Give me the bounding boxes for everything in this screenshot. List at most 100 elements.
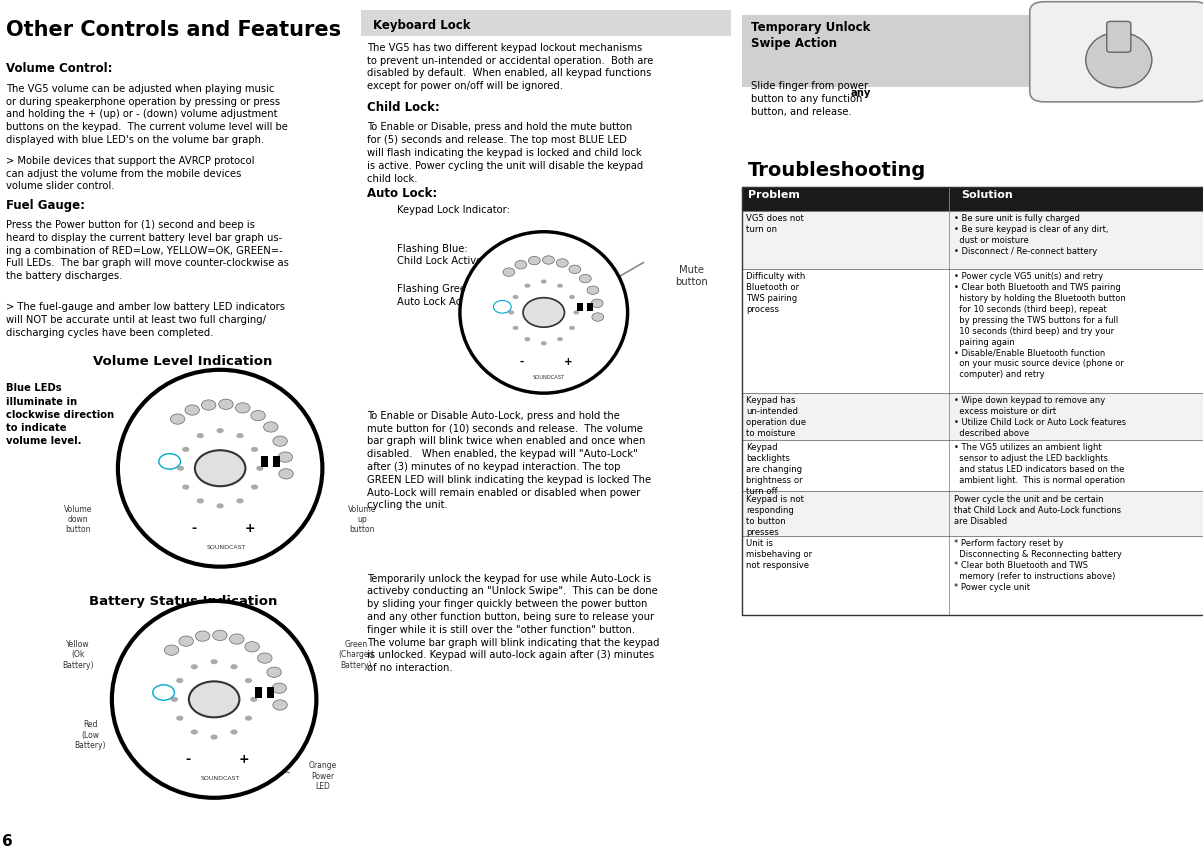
- FancyBboxPatch shape: [1030, 2, 1203, 102]
- Circle shape: [250, 697, 257, 702]
- Text: * Perform factory reset by
  Disconnecting & Reconnecting battery
* Clear both B: * Perform factory reset by Disconnecting…: [954, 539, 1122, 591]
- Circle shape: [493, 300, 511, 313]
- Text: Volume Level Indication: Volume Level Indication: [93, 355, 273, 368]
- Text: -: -: [520, 357, 525, 366]
- Text: Battery Status Indication: Battery Status Indication: [89, 595, 277, 608]
- Text: Other Controls and Features: Other Controls and Features: [6, 20, 342, 39]
- FancyBboxPatch shape: [742, 491, 1203, 536]
- Circle shape: [272, 683, 286, 693]
- Text: Slide finger from power
button to any function
button, and release.: Slide finger from power button to any fu…: [751, 81, 867, 117]
- Circle shape: [230, 729, 237, 734]
- Circle shape: [182, 484, 189, 490]
- Circle shape: [176, 678, 183, 683]
- Text: Power cycle the unit and be certain
that Child Lock and Auto-Lock functions
are : Power cycle the unit and be certain that…: [954, 495, 1121, 526]
- Ellipse shape: [112, 601, 316, 798]
- FancyBboxPatch shape: [742, 211, 1203, 269]
- Text: SOUNDCAST: SOUNDCAST: [533, 375, 564, 380]
- FancyBboxPatch shape: [742, 269, 1203, 393]
- Circle shape: [236, 433, 244, 438]
- Circle shape: [574, 311, 580, 314]
- Circle shape: [195, 631, 209, 641]
- Circle shape: [189, 681, 239, 717]
- Ellipse shape: [1085, 32, 1152, 88]
- Circle shape: [217, 503, 224, 508]
- Circle shape: [525, 283, 531, 288]
- Text: To Enable or Disable Auto-Lock, press and hold the
mute button for (10) seconds : To Enable or Disable Auto-Lock, press an…: [367, 411, 651, 510]
- Text: > Mobile devices that support the AVRCP protocol
can adjust the volume from the : > Mobile devices that support the AVRCP …: [6, 156, 255, 192]
- Circle shape: [197, 433, 205, 438]
- Text: SOUNDCAST: SOUNDCAST: [201, 776, 239, 782]
- Circle shape: [176, 716, 183, 721]
- Text: Press the Power button for (1) second and beep is
heard to display the current b: Press the Power button for (1) second an…: [6, 220, 289, 281]
- Text: -: -: [185, 752, 190, 766]
- Text: Keypad Lock Indicator:: Keypad Lock Indicator:: [397, 205, 510, 216]
- Text: • Power cycle VG5 unit(s) and retry
• Clear both Bluetooth and TWS pairing
  his: • Power cycle VG5 unit(s) and retry • Cl…: [954, 272, 1126, 379]
- Text: Volume Control:: Volume Control:: [6, 62, 113, 75]
- Text: Child Lock:: Child Lock:: [367, 101, 439, 114]
- Circle shape: [541, 342, 546, 346]
- Text: Keypad
backlights
are changing
brightness or
turn off: Keypad backlights are changing brightnes…: [746, 443, 802, 496]
- Text: Flashing Green:
Auto Lock Active: Flashing Green: Auto Lock Active: [397, 284, 480, 306]
- Circle shape: [251, 411, 266, 421]
- Text: Troubleshooting: Troubleshooting: [748, 161, 926, 180]
- Circle shape: [219, 399, 233, 409]
- Text: The VG5 has two different keypad lockout mechanisms
to prevent un-intended or ac: The VG5 has two different keypad lockout…: [367, 43, 653, 92]
- Circle shape: [541, 279, 546, 283]
- Text: Temporary Unlock
Swipe Action: Temporary Unlock Swipe Action: [751, 21, 870, 50]
- Circle shape: [278, 452, 292, 462]
- Text: Yellow
(Ok
Battery): Yellow (Ok Battery): [63, 640, 94, 669]
- Text: Green
(Charged
Battery): Green (Charged Battery): [338, 640, 374, 669]
- Text: +: +: [245, 521, 255, 535]
- FancyBboxPatch shape: [1107, 21, 1131, 52]
- Circle shape: [190, 664, 197, 669]
- Circle shape: [523, 298, 564, 327]
- Circle shape: [195, 450, 245, 486]
- Text: 6: 6: [2, 834, 13, 849]
- Bar: [261, 456, 268, 467]
- Circle shape: [508, 311, 514, 314]
- Circle shape: [196, 498, 203, 503]
- Text: +: +: [239, 752, 249, 766]
- Circle shape: [251, 447, 259, 452]
- Text: • The VG5 utilizes an ambient light
  sensor to adjust the LED backlights
  and : • The VG5 utilizes an ambient light sens…: [954, 443, 1125, 485]
- Circle shape: [213, 630, 227, 640]
- Text: +: +: [564, 357, 573, 366]
- Bar: [587, 303, 593, 311]
- Circle shape: [171, 414, 185, 425]
- Bar: [273, 456, 280, 467]
- Circle shape: [182, 447, 189, 452]
- Text: • Be sure unit is fully charged
• Be sure keypad is clear of any dirt,
  dust or: • Be sure unit is fully charged • Be sur…: [954, 214, 1108, 256]
- Circle shape: [267, 667, 282, 677]
- Circle shape: [592, 312, 604, 321]
- Circle shape: [236, 403, 250, 413]
- Circle shape: [543, 256, 555, 265]
- Text: Solution: Solution: [961, 190, 1013, 200]
- Text: To Enable or Disable, press and hold the mute button
for (5) seconds and release: To Enable or Disable, press and hold the…: [367, 122, 644, 183]
- Text: SOUNDCAST: SOUNDCAST: [207, 545, 245, 550]
- Circle shape: [185, 405, 200, 415]
- Text: Problem: Problem: [748, 190, 800, 200]
- Circle shape: [231, 664, 238, 669]
- FancyBboxPatch shape: [361, 10, 731, 36]
- Circle shape: [251, 484, 259, 490]
- Circle shape: [557, 283, 563, 288]
- Circle shape: [569, 295, 575, 299]
- Circle shape: [245, 642, 260, 652]
- FancyBboxPatch shape: [742, 440, 1203, 491]
- Text: Auto Lock:: Auto Lock:: [367, 187, 437, 199]
- Circle shape: [165, 645, 179, 656]
- Circle shape: [245, 716, 253, 721]
- Circle shape: [201, 400, 215, 410]
- FancyBboxPatch shape: [742, 187, 1203, 211]
- Circle shape: [257, 653, 272, 663]
- Circle shape: [591, 299, 603, 307]
- Circle shape: [503, 268, 515, 276]
- Circle shape: [190, 729, 197, 734]
- Text: Red
(Low
Battery): Red (Low Battery): [75, 721, 106, 750]
- Circle shape: [211, 734, 218, 740]
- Circle shape: [515, 260, 527, 269]
- Text: Temporarily unlock the keypad for use while Auto-Lock is
activeby conducting an : Temporarily unlock the keypad for use wh…: [367, 574, 659, 673]
- Text: Blue LEDs
illuminate in
clockwise direction
to indicate
volume level.: Blue LEDs illuminate in clockwise direct…: [6, 383, 114, 446]
- FancyBboxPatch shape: [742, 393, 1203, 440]
- Text: Difficulty with
Bluetooth or
TWS pairing
process: Difficulty with Bluetooth or TWS pairing…: [746, 272, 805, 314]
